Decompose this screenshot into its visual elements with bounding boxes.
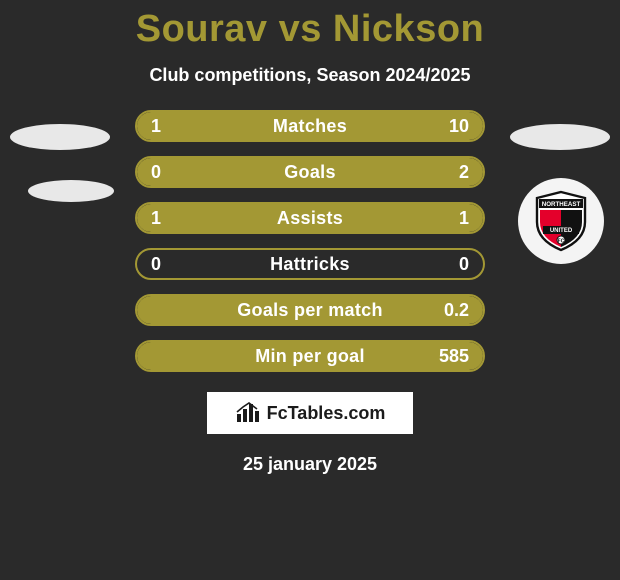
stat-row: Min per goal585 bbox=[135, 340, 485, 372]
stat-value-right: 2 bbox=[459, 162, 469, 183]
stat-row: 1Matches10 bbox=[135, 110, 485, 142]
stat-value-right: 1 bbox=[459, 208, 469, 229]
stat-row: Goals per match0.2 bbox=[135, 294, 485, 326]
stat-row: 0Goals2 bbox=[135, 156, 485, 188]
stat-value-right: 0 bbox=[459, 254, 469, 275]
stat-value-right: 10 bbox=[449, 116, 469, 137]
stat-label: Goals bbox=[137, 162, 483, 183]
footer-badge[interactable]: FcTables.com bbox=[207, 392, 413, 434]
stat-label: Hattricks bbox=[137, 254, 483, 275]
stat-value-right: 585 bbox=[439, 346, 469, 367]
page-title: Sourav vs Nickson bbox=[0, 0, 620, 51]
stat-rows-container: 1Matches100Goals21Assists10Hattricks0Goa… bbox=[0, 110, 620, 372]
footer-site-name: FcTables.com bbox=[267, 403, 386, 424]
stat-label: Assists bbox=[137, 208, 483, 229]
footer-date: 25 january 2025 bbox=[0, 454, 620, 475]
stat-row: 0Hattricks0 bbox=[135, 248, 485, 280]
stat-row: 1Assists1 bbox=[135, 202, 485, 234]
stat-label: Min per goal bbox=[137, 346, 483, 367]
stat-label: Goals per match bbox=[137, 300, 483, 321]
stat-label: Matches bbox=[137, 116, 483, 137]
bar-chart-icon bbox=[235, 402, 261, 424]
subtitle: Club competitions, Season 2024/2025 bbox=[0, 65, 620, 86]
stat-value-right: 0.2 bbox=[444, 300, 469, 321]
